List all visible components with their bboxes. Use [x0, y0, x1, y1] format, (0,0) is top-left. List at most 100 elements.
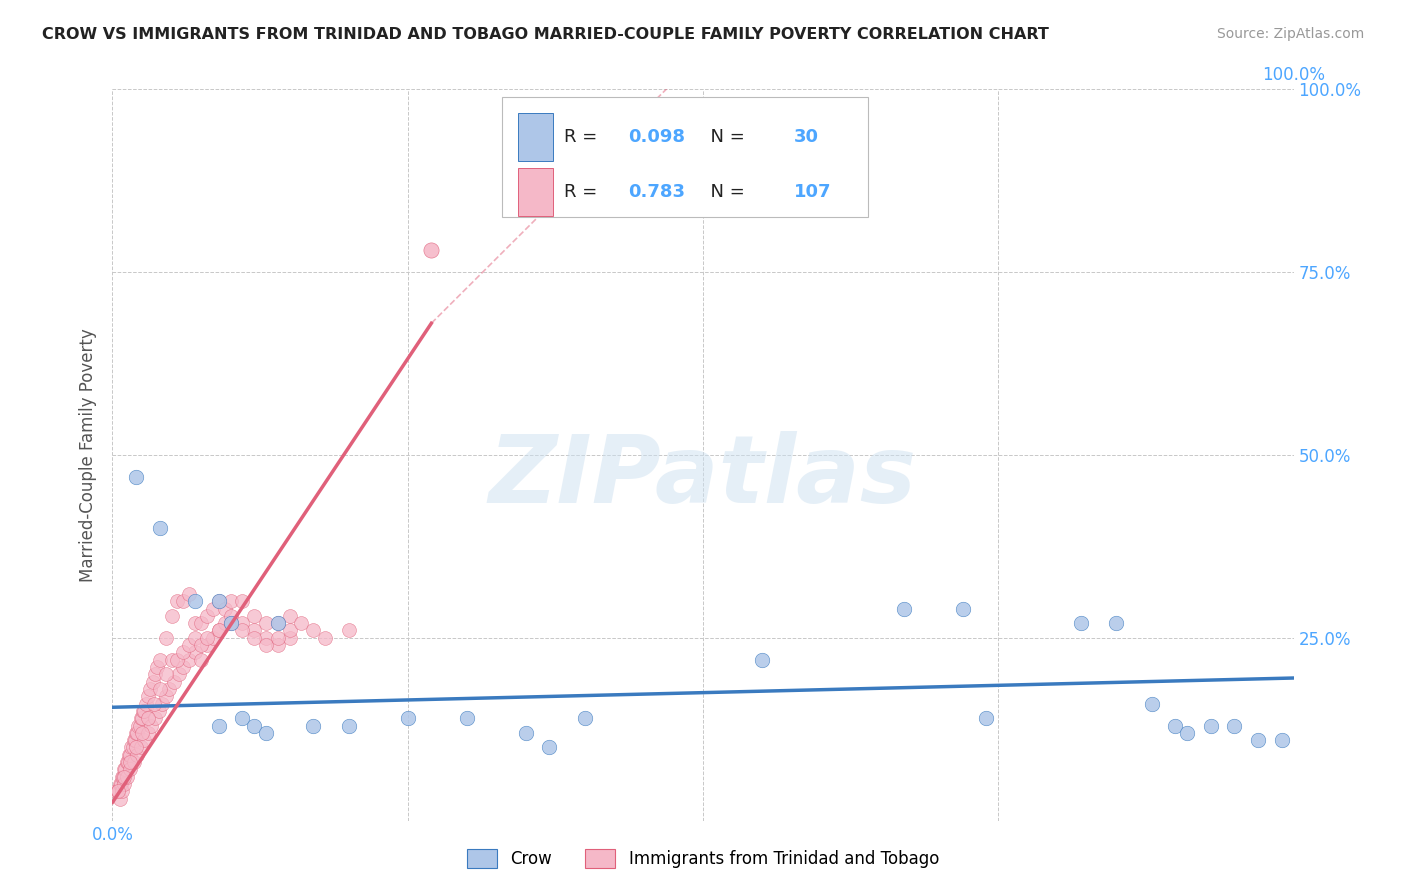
Point — [179, 653, 201, 667]
Point — [166, 653, 188, 667]
Point — [243, 624, 266, 638]
Point — [117, 755, 139, 769]
Point — [267, 638, 290, 652]
Point — [120, 740, 142, 755]
Point — [208, 718, 231, 732]
Point — [131, 711, 153, 725]
Point — [107, 784, 129, 798]
Point — [179, 638, 201, 652]
Text: R =: R = — [564, 183, 603, 201]
Point — [122, 755, 145, 769]
Point — [148, 704, 170, 718]
Point — [219, 616, 242, 631]
Point — [157, 681, 180, 696]
Point — [155, 690, 177, 704]
Point — [267, 631, 290, 645]
FancyBboxPatch shape — [517, 169, 553, 216]
Point — [195, 608, 218, 623]
Point — [243, 631, 266, 645]
Point — [160, 653, 183, 667]
Text: ZIPatlas: ZIPatlas — [489, 431, 917, 523]
Point — [1175, 726, 1198, 740]
Point — [302, 718, 325, 732]
Point — [129, 740, 152, 755]
Point — [141, 718, 163, 732]
Point — [1105, 616, 1128, 631]
FancyBboxPatch shape — [502, 96, 869, 218]
Point — [114, 763, 136, 777]
Point — [314, 631, 336, 645]
Point — [108, 777, 131, 791]
Point — [166, 594, 188, 608]
Point — [132, 704, 155, 718]
Point — [267, 616, 290, 631]
Point — [112, 770, 135, 784]
Point — [142, 674, 165, 689]
Point — [337, 624, 360, 638]
Point — [214, 601, 236, 615]
Point — [128, 718, 150, 732]
Point — [254, 638, 277, 652]
Text: CROW VS IMMIGRANTS FROM TRINIDAD AND TOBAGO MARRIED-COUPLE FAMILY POVERTY CORREL: CROW VS IMMIGRANTS FROM TRINIDAD AND TOB… — [42, 27, 1049, 42]
FancyBboxPatch shape — [517, 113, 553, 161]
Point — [184, 616, 207, 631]
Point — [278, 608, 301, 623]
Point — [231, 594, 253, 608]
Point — [125, 470, 148, 484]
Point — [155, 631, 177, 645]
Point — [118, 747, 141, 762]
Text: 0.098: 0.098 — [628, 128, 686, 146]
Point — [290, 616, 312, 631]
Point — [231, 624, 253, 638]
Point — [125, 740, 148, 755]
Point — [278, 631, 301, 645]
Point — [208, 594, 231, 608]
Point — [115, 755, 138, 769]
Point — [184, 594, 207, 608]
Point — [134, 733, 156, 747]
Point — [127, 726, 149, 740]
Point — [184, 631, 207, 645]
Point — [125, 726, 148, 740]
Point — [149, 653, 172, 667]
Point — [302, 624, 325, 638]
Point — [112, 777, 135, 791]
Point — [190, 638, 212, 652]
Point — [267, 616, 290, 631]
Text: 0.783: 0.783 — [628, 183, 686, 201]
Point — [120, 747, 142, 762]
Point — [214, 616, 236, 631]
Point — [136, 726, 159, 740]
Legend: Crow, Immigrants from Trinidad and Tobago: Crow, Immigrants from Trinidad and Tobag… — [460, 842, 946, 874]
Point — [121, 740, 143, 755]
Point — [456, 711, 478, 725]
Point — [208, 594, 231, 608]
Point — [143, 667, 166, 681]
Point — [219, 608, 242, 623]
Point — [195, 631, 218, 645]
Point — [115, 770, 138, 784]
Point — [142, 697, 165, 711]
Point — [231, 616, 253, 631]
Point — [1247, 733, 1270, 747]
Point — [538, 740, 561, 755]
Point — [201, 601, 224, 615]
Point — [1271, 733, 1294, 747]
Point — [131, 726, 153, 740]
Point — [337, 718, 360, 732]
Point — [208, 624, 231, 638]
Point — [1140, 697, 1163, 711]
Point — [1223, 718, 1246, 732]
Point — [254, 631, 277, 645]
Point — [190, 653, 212, 667]
Point — [108, 791, 131, 805]
Point — [219, 616, 242, 631]
Point — [172, 594, 194, 608]
Point — [893, 601, 915, 615]
Point — [179, 587, 201, 601]
Point — [172, 660, 194, 674]
Point — [172, 645, 194, 659]
Point — [127, 718, 149, 732]
Text: 107: 107 — [794, 183, 831, 201]
Point — [1164, 718, 1187, 732]
